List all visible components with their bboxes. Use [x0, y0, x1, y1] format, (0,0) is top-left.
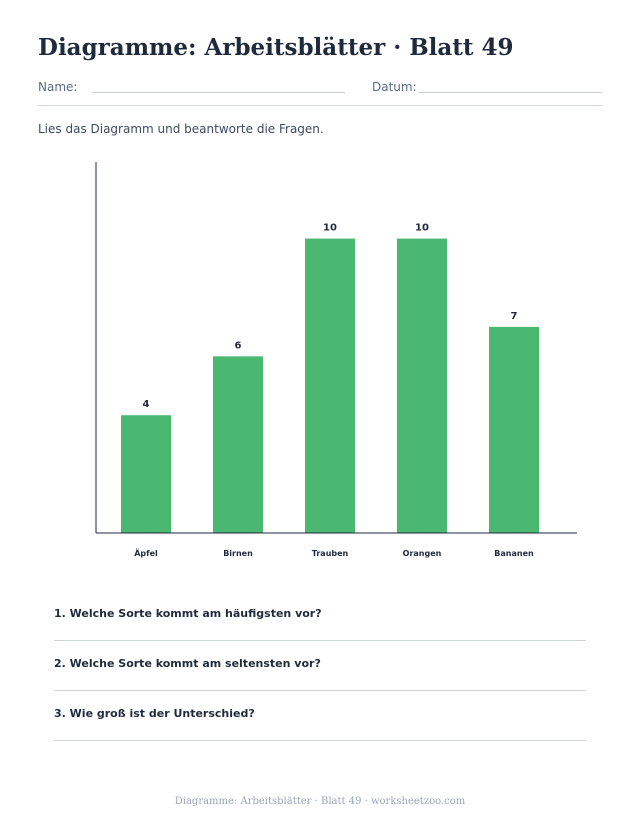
bar-value-label: 7: [511, 311, 518, 322]
bar-5: [489, 326, 539, 533]
name-line[interactable]: [92, 92, 345, 93]
name-label: Name:: [38, 80, 78, 94]
bar-3: [305, 238, 355, 534]
page-title: Diagramme: Arbeitsblätter · Blatt 49: [38, 34, 514, 61]
chart-bars: 4 Äpfel 6 Birnen 10 Trauben 10 Orangen 7 Bananen: [121, 223, 539, 558]
bar-value-label: 6: [235, 340, 242, 351]
category-label: Bananen: [494, 549, 534, 558]
bar-2: [213, 356, 263, 533]
footer: Diagramme: Arbeitsblätter · Blatt 49 · w…: [174, 796, 466, 807]
bar-value-label: 10: [323, 223, 337, 234]
question-3: 3. Wie groß ist der Unterschied?: [54, 707, 255, 720]
bar-1: [121, 415, 171, 533]
category-label: Trauben: [312, 549, 349, 558]
answer-line-1[interactable]: [54, 640, 586, 641]
category-label: Orangen: [403, 549, 442, 558]
bar-value-label: 4: [143, 399, 150, 410]
date-line[interactable]: [418, 92, 602, 93]
date-label: Datum:: [372, 80, 417, 94]
category-label: Birnen: [223, 549, 253, 558]
answer-line-2[interactable]: [54, 690, 586, 691]
bar-value-label: 10: [415, 223, 429, 234]
question-1: 1. Welche Sorte kommt am häufigsten vor?: [54, 607, 322, 620]
bar-4: [397, 238, 447, 534]
question-2: 2. Welche Sorte kommt am seltensten vor?: [54, 657, 321, 670]
bar-chart: 4 Äpfel 6 Birnen 10 Trauben 10 Orangen 7 Bananen: [95, 162, 577, 558]
header-divider: [38, 105, 602, 106]
category-label: Äpfel: [134, 548, 158, 558]
answer-line-3[interactable]: [54, 740, 586, 741]
instructions: Lies das Diagramm und beantworte die Fra…: [38, 122, 324, 136]
